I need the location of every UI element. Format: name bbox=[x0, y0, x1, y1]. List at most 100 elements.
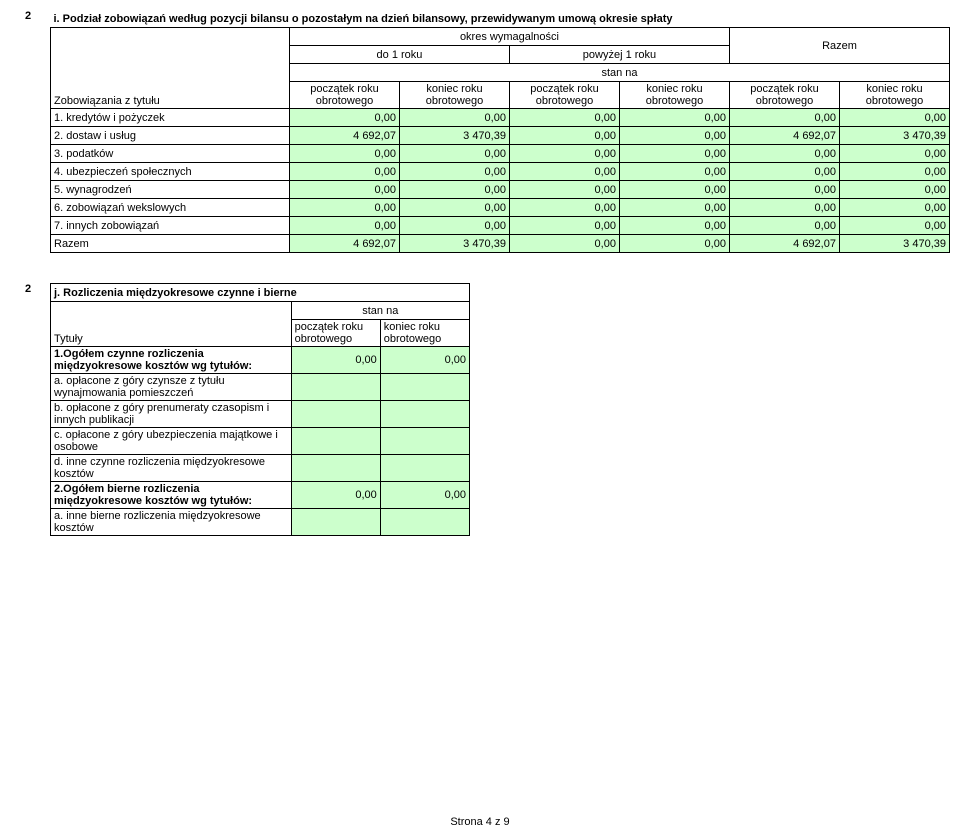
table-row: 6. zobowiązań wekslowych0,000,000,000,00… bbox=[51, 199, 950, 217]
section-number: 2 bbox=[25, 283, 31, 295]
cell-value: 0,00 bbox=[619, 199, 729, 217]
row-label: a. inne bierne rozliczenia międzyokresow… bbox=[51, 509, 292, 536]
row-label: a. opłacone z góry czynsze z tytułu wyna… bbox=[51, 374, 292, 401]
cell-value: 0,00 bbox=[839, 199, 949, 217]
table-row: 5. wynagrodzeń0,000,000,000,000,000,00 bbox=[51, 181, 950, 199]
cell-value: 0,00 bbox=[289, 109, 399, 127]
cell-value: 0,00 bbox=[729, 109, 839, 127]
col-kon: koniec roku obrotowego bbox=[619, 82, 729, 109]
table-row: 2.Ogółem bierne rozliczenia międzyokreso… bbox=[51, 482, 470, 509]
col-tytuly: Tytuły bbox=[51, 302, 292, 347]
cell-value bbox=[380, 401, 469, 428]
cell-value: 0,00 bbox=[619, 163, 729, 181]
cell-value: 0,00 bbox=[399, 145, 509, 163]
cell-value: 0,00 bbox=[509, 145, 619, 163]
cell-value: 0,00 bbox=[291, 347, 380, 374]
row-label: Razem bbox=[51, 235, 290, 253]
cell-value: 0,00 bbox=[399, 163, 509, 181]
col-kon: koniec roku obrotowego bbox=[399, 82, 509, 109]
row-label: 4. ubezpieczeń społecznych bbox=[51, 163, 290, 181]
header-pow1: powyżej 1 roku bbox=[509, 46, 729, 64]
cell-value: 0,00 bbox=[619, 235, 729, 253]
cell-value bbox=[380, 455, 469, 482]
cell-value: 0,00 bbox=[619, 145, 729, 163]
col-pocz: początek roku obrotowego bbox=[729, 82, 839, 109]
row-label: 6. zobowiązań wekslowych bbox=[51, 199, 290, 217]
table-row: 7. innych zobowiązań0,000,000,000,000,00… bbox=[51, 217, 950, 235]
row-label: d. inne czynne rozliczenia międzyokresow… bbox=[51, 455, 292, 482]
cell-value: 0,00 bbox=[289, 217, 399, 235]
table-row: 3. podatków0,000,000,000,000,000,00 bbox=[51, 145, 950, 163]
cell-value bbox=[291, 455, 380, 482]
cell-value: 0,00 bbox=[291, 482, 380, 509]
cell-value: 0,00 bbox=[509, 109, 619, 127]
cell-value: 0,00 bbox=[509, 217, 619, 235]
cell-value: 3 470,39 bbox=[839, 127, 949, 145]
cell-value: 0,00 bbox=[619, 181, 729, 199]
row-label: b. opłacone z góry prenumeraty czasopism… bbox=[51, 401, 292, 428]
section-number: 2 bbox=[25, 10, 31, 22]
cell-value: 0,00 bbox=[729, 163, 839, 181]
cell-value: 0,00 bbox=[509, 127, 619, 145]
cell-value bbox=[380, 428, 469, 455]
table-row: 1. kredytów i pożyczek0,000,000,000,000,… bbox=[51, 109, 950, 127]
accruals-table: j. Rozliczenia międzyokresowe czynne i b… bbox=[50, 283, 470, 536]
row-label: 1. kredytów i pożyczek bbox=[51, 109, 290, 127]
cell-value: 3 470,39 bbox=[399, 127, 509, 145]
cell-value: 0,00 bbox=[509, 181, 619, 199]
header-stan: stan na bbox=[291, 302, 469, 320]
cell-value: 4 692,07 bbox=[729, 127, 839, 145]
cell-value: 0,00 bbox=[729, 181, 839, 199]
cell-value: 0,00 bbox=[839, 145, 949, 163]
col-kon: koniec roku obrotowego bbox=[380, 320, 469, 347]
cell-value: 0,00 bbox=[839, 163, 949, 181]
cell-value: 0,00 bbox=[380, 347, 469, 374]
header-do1: do 1 roku bbox=[289, 46, 509, 64]
row-header-label: Zobowiązania z tytułu bbox=[51, 28, 290, 109]
table-row: c. opłacone z góry ubezpieczenia majątko… bbox=[51, 428, 470, 455]
cell-value: 0,00 bbox=[619, 127, 729, 145]
header-razem: Razem bbox=[729, 28, 949, 64]
cell-value: 4 692,07 bbox=[729, 235, 839, 253]
cell-value: 4 692,07 bbox=[289, 127, 399, 145]
col-pocz: początek roku obrotowego bbox=[509, 82, 619, 109]
table-row: b. opłacone z góry prenumeraty czasopism… bbox=[51, 401, 470, 428]
row-label: c. opłacone z góry ubezpieczenia majątko… bbox=[51, 428, 292, 455]
cell-value: 4 692,07 bbox=[289, 235, 399, 253]
cell-value: 0,00 bbox=[729, 145, 839, 163]
cell-value bbox=[380, 374, 469, 401]
cell-value: 0,00 bbox=[380, 482, 469, 509]
cell-value: 0,00 bbox=[839, 217, 949, 235]
section-i: 2 i. Podział zobowiązań według pozycji b… bbox=[50, 10, 940, 253]
cell-value: 0,00 bbox=[399, 199, 509, 217]
cell-value: 0,00 bbox=[509, 199, 619, 217]
cell-value: 3 470,39 bbox=[399, 235, 509, 253]
cell-value: 0,00 bbox=[289, 199, 399, 217]
page-footer: Strona 4 z 9 bbox=[20, 816, 940, 828]
cell-value bbox=[291, 428, 380, 455]
cell-value bbox=[291, 401, 380, 428]
table-row: 1.Ogółem czynne rozliczenia międzyokreso… bbox=[51, 347, 470, 374]
section-j: 2 j. Rozliczenia międzyokresowe czynne i… bbox=[50, 283, 940, 536]
table-row: a. inne bierne rozliczenia międzyokresow… bbox=[51, 509, 470, 536]
header-period: okres wymagalności bbox=[289, 28, 729, 46]
cell-value: 0,00 bbox=[619, 217, 729, 235]
cell-value: 0,00 bbox=[399, 181, 509, 199]
table-row: d. inne czynne rozliczenia międzyokresow… bbox=[51, 455, 470, 482]
table-row: 4. ubezpieczeń społecznych0,000,000,000,… bbox=[51, 163, 950, 181]
col-kon: koniec roku obrotowego bbox=[839, 82, 949, 109]
cell-value: 0,00 bbox=[839, 181, 949, 199]
header-stan: stan na bbox=[289, 64, 949, 82]
table-row: a. opłacone z góry czynsze z tytułu wyna… bbox=[51, 374, 470, 401]
row-label: 5. wynagrodzeń bbox=[51, 181, 290, 199]
cell-value: 0,00 bbox=[289, 145, 399, 163]
row-label: 1.Ogółem czynne rozliczenia międzyokreso… bbox=[51, 347, 292, 374]
col-pocz: początek roku obrotowego bbox=[289, 82, 399, 109]
cell-value: 0,00 bbox=[729, 217, 839, 235]
cell-value bbox=[380, 509, 469, 536]
col-pocz: początek roku obrotowego bbox=[291, 320, 380, 347]
table-title: i. Podział zobowiązań według pozycji bil… bbox=[51, 10, 950, 28]
row-label: 3. podatków bbox=[51, 145, 290, 163]
row-label: 7. innych zobowiązań bbox=[51, 217, 290, 235]
table-row: Razem4 692,073 470,390,000,004 692,073 4… bbox=[51, 235, 950, 253]
